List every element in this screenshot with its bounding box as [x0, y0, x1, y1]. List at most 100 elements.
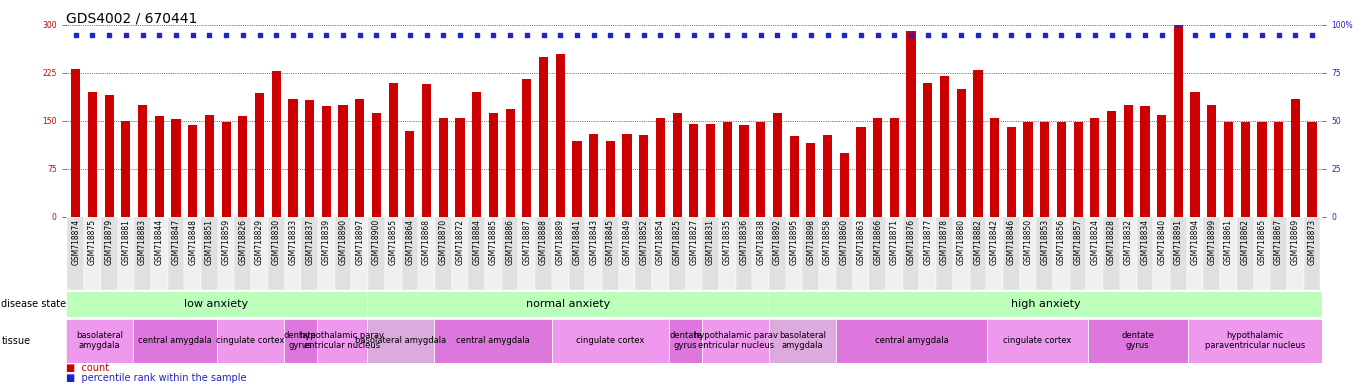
Bar	[619, 217, 636, 290]
Bar	[606, 141, 615, 217]
Bar	[819, 217, 836, 290]
Bar	[452, 217, 469, 290]
Bar	[234, 217, 251, 290]
Bar	[401, 217, 418, 290]
Text: low anxiety: low anxiety	[185, 299, 248, 309]
Bar	[1304, 217, 1321, 290]
Bar	[940, 76, 949, 217]
Bar	[719, 217, 736, 290]
Text: GSM718855: GSM718855	[389, 219, 397, 265]
Bar	[238, 116, 248, 217]
Text: hypothalamic
paraventricular nucleus: hypothalamic paraventricular nucleus	[1206, 331, 1306, 351]
Text: GSM718858: GSM718858	[823, 219, 832, 265]
Bar	[986, 319, 1088, 363]
Text: GSM718825: GSM718825	[673, 219, 682, 265]
Text: GSM718844: GSM718844	[155, 219, 164, 265]
Bar	[306, 100, 314, 217]
Bar	[185, 217, 201, 290]
Bar	[367, 319, 434, 363]
Bar	[122, 121, 130, 217]
Text: GSM718870: GSM718870	[438, 219, 448, 265]
Bar	[1140, 106, 1149, 217]
Text: GSM718856: GSM718856	[1056, 219, 1066, 265]
Bar	[338, 105, 348, 217]
Bar	[789, 136, 799, 217]
Text: dentate
gyrus: dentate gyrus	[1122, 331, 1155, 351]
Bar	[222, 122, 230, 217]
Bar	[673, 113, 682, 217]
Text: cingulate cortex: cingulate cortex	[216, 336, 284, 345]
Text: ■  count: ■ count	[66, 363, 108, 373]
Bar	[355, 99, 364, 217]
Bar	[640, 135, 648, 217]
Text: GSM718897: GSM718897	[355, 219, 364, 265]
Bar	[316, 319, 367, 363]
Text: GSM718873: GSM718873	[1307, 219, 1317, 265]
Bar	[1007, 127, 1017, 217]
Text: GSM718899: GSM718899	[1207, 219, 1217, 265]
Bar	[84, 217, 101, 290]
Bar	[271, 71, 281, 217]
Bar	[418, 217, 434, 290]
Bar	[870, 217, 886, 290]
Bar	[334, 217, 352, 290]
Bar	[352, 217, 369, 290]
Bar	[770, 319, 836, 363]
Text: cingulate cortex: cingulate cortex	[1003, 336, 1071, 345]
Bar	[134, 217, 151, 290]
Bar	[1174, 25, 1182, 217]
Bar	[138, 105, 147, 217]
Text: GSM718848: GSM718848	[188, 219, 197, 265]
Text: GSM718852: GSM718852	[640, 219, 648, 265]
Bar	[367, 291, 770, 317]
Bar	[438, 118, 448, 217]
Text: GDS4002 / 670441: GDS4002 / 670441	[66, 12, 197, 25]
Bar	[104, 95, 114, 217]
Bar	[552, 217, 569, 290]
Text: GSM718892: GSM718892	[773, 219, 782, 265]
Bar	[1091, 118, 1100, 217]
Bar	[689, 124, 699, 217]
Text: hypothalamic parav
entricular nucleus: hypothalamic parav entricular nucleus	[693, 331, 778, 351]
Text: GSM718862: GSM718862	[1241, 219, 1249, 265]
Bar	[569, 217, 585, 290]
Bar	[1286, 217, 1304, 290]
Bar	[536, 217, 552, 290]
Bar	[422, 84, 432, 217]
Bar	[669, 217, 685, 290]
Bar	[489, 113, 499, 217]
Text: GSM718886: GSM718886	[506, 219, 515, 265]
Bar	[936, 217, 954, 290]
Bar	[171, 119, 181, 217]
Bar	[740, 126, 748, 217]
Bar	[756, 122, 766, 217]
Bar	[786, 217, 803, 290]
Bar	[736, 217, 752, 290]
Bar	[907, 31, 915, 217]
Bar	[769, 217, 786, 290]
Text: GSM718876: GSM718876	[907, 219, 915, 265]
Bar	[1207, 105, 1217, 217]
Text: GSM718859: GSM718859	[222, 219, 230, 265]
Text: central amygdala: central amygdala	[875, 336, 948, 345]
Text: GSM718895: GSM718895	[789, 219, 799, 265]
Text: GSM718827: GSM718827	[689, 219, 699, 265]
Bar	[954, 217, 970, 290]
Bar	[770, 291, 1322, 317]
Bar	[1003, 217, 1019, 290]
Bar	[188, 126, 197, 217]
Bar	[1086, 217, 1103, 290]
Bar	[318, 217, 334, 290]
Bar	[155, 116, 164, 217]
Text: GSM718864: GSM718864	[406, 219, 414, 265]
Bar	[538, 57, 548, 217]
Text: GSM718851: GSM718851	[206, 219, 214, 265]
Bar	[284, 319, 316, 363]
Bar	[201, 217, 218, 290]
Text: GSM718828: GSM718828	[1107, 219, 1117, 265]
Bar	[589, 134, 599, 217]
Text: cingulate cortex: cingulate cortex	[575, 336, 644, 345]
Bar	[434, 319, 552, 363]
Text: GSM718829: GSM718829	[255, 219, 264, 265]
Text: dentate
gyrus: dentate gyrus	[669, 331, 701, 351]
